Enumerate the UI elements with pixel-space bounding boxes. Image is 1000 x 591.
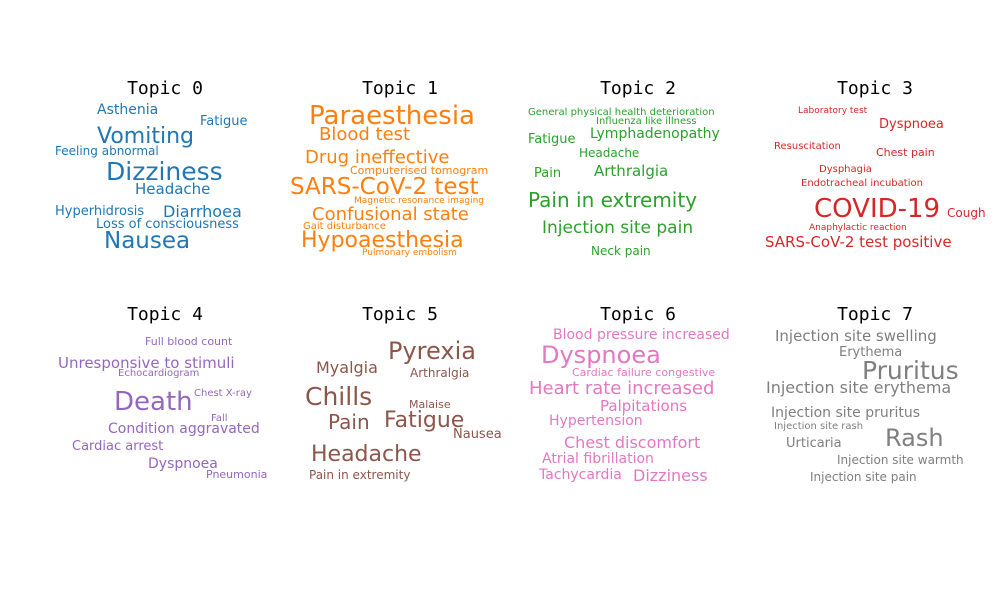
topic-title: Topic 2 [600,78,676,99]
topic-panel-4: Topic 4 Full blood count Unresponsive to… [50,306,280,536]
word-pulmonary-embolism: Pulmonary embolism [362,248,457,258]
word-tachycardia: Tachycardia [539,467,622,483]
topic-panel-3: Topic 3 Laboratory test Dyspnoea Resusci… [760,80,990,310]
word-echocardiogram: Echocardiogram [118,368,200,379]
word-full-blood-count: Full blood count [145,335,233,348]
topic-title: Topic 6 [600,304,676,325]
word-influenza-like-illness: Influenza like illness [596,116,697,127]
word-unresponsive-to-stimuli: Unresponsive to stimuli [58,354,235,372]
word-fatigue: Fatigue [384,408,465,433]
word-dyspnoea: Dyspnoea [879,117,944,132]
word-injection-site-rash: Injection site rash [774,421,864,432]
word-injection-site-pain: Injection site pain [542,218,694,238]
word-injection-site-pruritus: Injection site pruritus [771,405,921,421]
word-pruritus: Pruritus [862,356,959,385]
word-death: Death [114,387,193,417]
word-neck-pain: Neck pain [591,244,651,258]
word-pain: Pain [328,410,370,434]
word-malaise: Malaise [409,398,451,411]
word-hypoaesthesia: Hypoaesthesia [301,228,464,253]
word-paraesthesia: Paraesthesia [309,101,475,131]
topic-panel-0: Topic 0 Asthenia Fatigue Vomiting Feelin… [50,80,280,310]
word-chills: Chills [305,382,373,411]
word-fatigue: Fatigue [528,132,576,147]
word-hyperhidrosis: Hyperhidrosis [55,204,145,219]
word-drug-ineffective: Drug ineffective [305,147,450,168]
word-gait-disturbance: Gait disturbance [303,221,386,232]
word-injection-site-pain: Injection site pain [810,470,917,484]
word-vomiting: Vomiting [97,124,194,149]
word-erythema: Erythema [839,345,903,360]
topic-panel-2: Topic 2 General physical health deterior… [523,80,753,310]
topic-title: Topic 0 [127,78,203,99]
word-atrial-fibrillation: Atrial fibrillation [542,451,654,467]
word-urticaria: Urticaria [786,436,842,451]
word-headache: Headache [135,180,211,198]
word-pyrexia: Pyrexia [388,337,476,365]
word-dyspnoea: Dyspnoea [541,341,661,369]
word-arthralgia: Arthralgia [594,162,669,180]
word-covid-19: COVID-19 [814,194,941,224]
word-injection-site-swelling: Injection site swelling [775,327,937,345]
word-injection-site-warmth: Injection site warmth [837,453,964,467]
word-cough: Cough [947,206,986,220]
word-blood-test: Blood test [319,124,411,145]
word-sars-cov-2-test-positive: SARS-CoV-2 test positive [765,233,952,251]
topic-title: Topic 1 [362,78,438,99]
word-fall: Fall [211,413,228,424]
word-lymphadenopathy: Lymphadenopathy [590,126,720,142]
word-laboratory-test: Laboratory test [798,106,868,116]
topic-title: Topic 7 [837,304,913,325]
word-blood-pressure-increased: Blood pressure increased [553,327,730,343]
word-heart-rate-increased: Heart rate increased [529,378,715,399]
word-pneumonia: Pneumonia [206,468,268,481]
word-headache: Headache [311,442,422,467]
word-arthralgia: Arthralgia [410,366,470,380]
topic-title: Topic 5 [362,304,438,325]
word-asthenia: Asthenia [97,102,159,118]
word-headache: Headache [579,146,640,160]
word-loss-of-consciousness: Loss of consciousness [96,217,239,232]
word-dysphagia: Dysphagia [819,164,872,175]
topic-title: Topic 4 [127,304,203,325]
word-myalgia: Myalgia [316,358,378,377]
word-dizziness: Dizziness [633,466,708,485]
word-pain: Pain [534,166,562,181]
word-condition-aggravated: Condition aggravated [108,421,260,437]
topic-panel-5: Topic 5 Pyrexia Myalgia Arthralgia Chill… [285,306,515,536]
word-cardiac-arrest: Cardiac arrest [72,439,164,454]
topic-panel-1: Topic 1 Paraesthesia Blood test Drug ine… [285,80,515,310]
word-chest-x-ray: Chest X-ray [194,388,252,399]
word-nausea: Nausea [453,427,502,442]
word-cardiac-failure-congestive: Cardiac failure congestive [572,366,716,379]
word-computerised-tomogram: Computerised tomogram [350,164,489,177]
word-rash: Rash [885,424,944,452]
word-hypertension: Hypertension [549,413,643,429]
word-confusional-state: Confusional state [312,204,469,225]
word-chest-pain: Chest pain [876,146,935,159]
word-chest-discomfort: Chest discomfort [564,433,701,452]
word-anaphylactic-reaction: Anaphylactic reaction [809,223,907,233]
word-resuscitation: Resuscitation [774,141,841,152]
word-fatigue: Fatigue [200,114,248,129]
topic-title: Topic 3 [837,78,913,99]
word-injection-site-erythema: Injection site erythema [766,378,952,397]
word-general-physical-health-deterioration: General physical health deterioration [528,107,715,118]
topic-panel-7: Topic 7 Injection site swelling Erythema… [760,306,990,536]
topic-panel-6: Topic 6 Blood pressure increased Dyspnoe… [523,306,753,536]
word-pain-in-extremity: Pain in extremity [309,468,411,482]
word-nausea: Nausea [104,228,191,254]
word-dizziness: Dizziness [106,157,223,186]
word-endotracheal-incubation: Endotracheal incubation [801,178,923,189]
word-feeling-abnormal: Feeling abnormal [55,144,159,158]
word-palpitations: Palpitations [600,397,688,415]
word-pain-in-extremity: Pain in extremity [528,188,698,212]
word-sars-cov-2-test: SARS-CoV-2 test [290,174,479,200]
word-diarrhoea: Diarrhoea [163,202,242,221]
word-dyspnoea: Dyspnoea [148,456,218,472]
word-magnetic-resonance-imaging: Magnetic resonance imaging [354,196,484,206]
